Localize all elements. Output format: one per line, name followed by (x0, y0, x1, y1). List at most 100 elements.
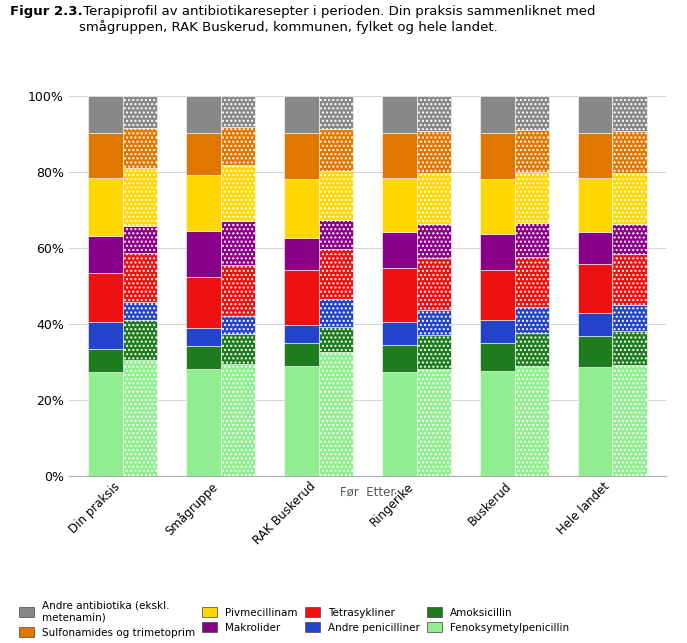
Bar (284, 270, 319, 325)
Bar (480, 320, 515, 343)
Bar (122, 128, 157, 168)
Bar (578, 177, 613, 232)
Bar (613, 173, 646, 224)
Bar (515, 257, 549, 307)
Bar (89, 322, 122, 349)
Bar (578, 313, 613, 336)
Bar (319, 249, 353, 298)
Bar (416, 131, 451, 173)
Bar (515, 130, 549, 172)
Bar (578, 264, 613, 313)
Bar (89, 177, 122, 237)
Bar (186, 370, 221, 476)
Bar (416, 335, 451, 369)
Bar (416, 258, 451, 309)
Bar (382, 132, 416, 177)
Bar (515, 172, 549, 223)
Bar (186, 231, 221, 277)
Bar (319, 352, 353, 476)
Bar (480, 179, 515, 233)
Bar (122, 96, 157, 128)
Bar (613, 254, 646, 305)
Bar (221, 221, 255, 264)
Legend: Andre antibiotika (ekskl.
metenamin), Sulfonamides og trimetoprim, Pivmecillinam: Andre antibiotika (ekskl. metenamin), Su… (19, 601, 569, 638)
Bar (480, 343, 515, 371)
Bar (416, 173, 451, 224)
Bar (122, 360, 157, 476)
Bar (122, 226, 157, 253)
Bar (319, 298, 353, 327)
Bar (613, 96, 646, 131)
Bar (480, 371, 515, 476)
Bar (284, 343, 319, 366)
Bar (221, 334, 255, 364)
Bar (613, 365, 646, 476)
Bar (515, 367, 549, 476)
Bar (89, 273, 122, 322)
Text: Terapiprofil av antibiotikaresepter i perioden. Din praksis sammenliknet med små: Terapiprofil av antibiotikaresepter i pe… (79, 5, 596, 33)
Bar (515, 96, 549, 130)
Bar (122, 168, 157, 226)
Bar (382, 232, 416, 268)
Bar (319, 170, 353, 220)
Bar (284, 325, 319, 343)
Bar (515, 332, 549, 367)
Bar (122, 253, 157, 302)
Bar (578, 336, 613, 367)
Bar (416, 369, 451, 476)
Bar (319, 129, 353, 170)
Bar (613, 224, 646, 254)
Text: Figur 2.3.: Figur 2.3. (10, 5, 83, 17)
Bar (382, 268, 416, 322)
Bar (578, 96, 613, 132)
Bar (613, 331, 646, 365)
Bar (416, 96, 451, 131)
Bar (515, 223, 549, 257)
Bar (613, 305, 646, 331)
Bar (613, 131, 646, 173)
Bar (89, 349, 122, 372)
Bar (578, 367, 613, 476)
Bar (382, 96, 416, 132)
Bar (284, 96, 319, 133)
Bar (284, 238, 319, 270)
Bar (221, 316, 255, 334)
Bar (186, 347, 221, 370)
Bar (122, 302, 157, 320)
Bar (382, 345, 416, 372)
Bar (382, 372, 416, 476)
Bar (284, 179, 319, 238)
Bar (221, 165, 255, 221)
Bar (186, 134, 221, 175)
Bar (186, 96, 221, 134)
Bar (515, 307, 549, 332)
Bar (221, 127, 255, 165)
Bar (89, 237, 122, 273)
Bar (186, 277, 221, 328)
Bar (319, 327, 353, 352)
Bar (186, 328, 221, 347)
Bar (221, 364, 255, 476)
Bar (284, 366, 319, 476)
Bar (480, 270, 515, 320)
Bar (186, 175, 221, 231)
Bar (578, 132, 613, 177)
Bar (89, 96, 122, 132)
Bar (416, 309, 451, 335)
Bar (319, 220, 353, 249)
Bar (221, 264, 255, 316)
Bar (416, 224, 451, 258)
Bar (480, 96, 515, 133)
Bar (319, 96, 353, 129)
Bar (480, 133, 515, 179)
Bar (89, 372, 122, 476)
Bar (284, 133, 319, 179)
Bar (382, 177, 416, 232)
Bar (578, 232, 613, 264)
Text: Før  Etter: Før Etter (340, 485, 395, 498)
Bar (382, 322, 416, 345)
Bar (89, 132, 122, 177)
Bar (221, 96, 255, 127)
Bar (480, 233, 515, 270)
Bar (122, 320, 157, 360)
